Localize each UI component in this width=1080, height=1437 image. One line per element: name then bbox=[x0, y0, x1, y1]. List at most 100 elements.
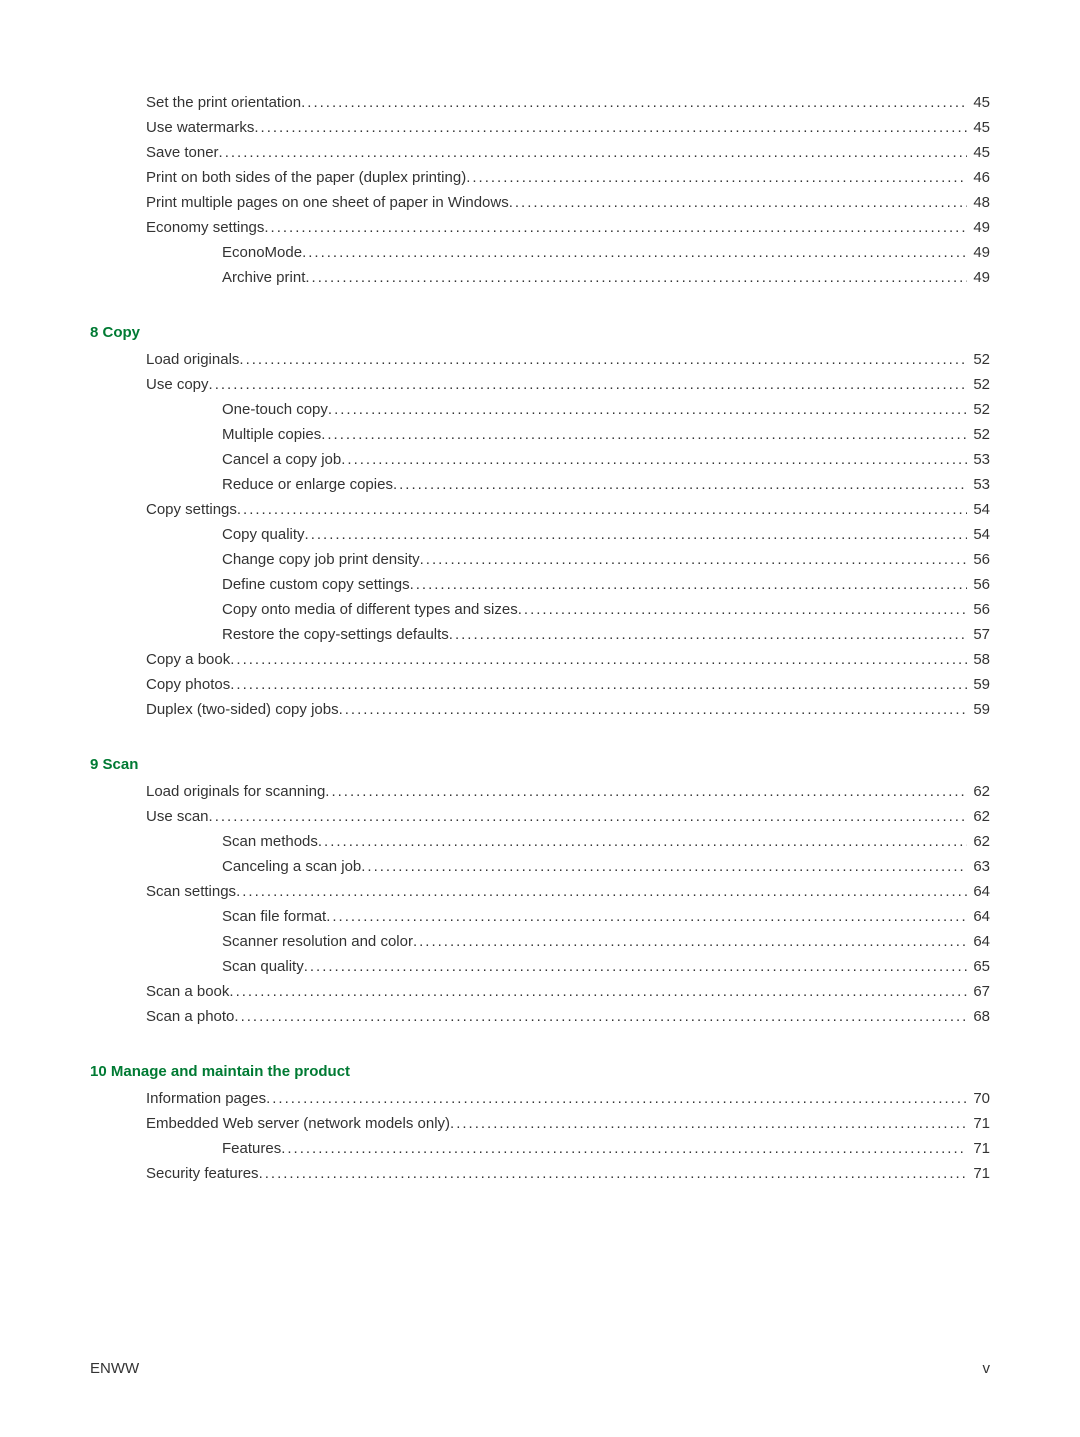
toc-entry-label: Security features bbox=[146, 1161, 259, 1186]
toc-entry-page: 52 bbox=[967, 347, 990, 372]
toc-entry-label: Copy settings bbox=[146, 497, 237, 522]
toc-entry-label: Scan a photo bbox=[146, 1004, 234, 1029]
toc-entry: Economy settings 49 bbox=[146, 215, 990, 240]
toc-entry-label: Economy settings bbox=[146, 215, 264, 240]
toc-entry-label: Canceling a scan job bbox=[222, 854, 361, 879]
toc-dot-leader bbox=[209, 804, 968, 829]
toc-entry: Save toner 45 bbox=[146, 140, 990, 165]
toc-entry-page: 52 bbox=[967, 422, 990, 447]
toc-dot-leader bbox=[393, 472, 967, 497]
toc-entry-label: Use copy bbox=[146, 372, 209, 397]
toc-entry: Multiple copies 52 bbox=[222, 422, 990, 447]
toc-entry-page: 49 bbox=[967, 240, 990, 265]
toc-entry-label: Load originals bbox=[146, 347, 239, 372]
toc-entry-label: Copy a book bbox=[146, 647, 230, 672]
toc-dot-leader bbox=[413, 929, 967, 954]
toc-dot-leader bbox=[219, 140, 968, 165]
toc-entry-label: Print multiple pages on one sheet of pap… bbox=[146, 190, 509, 215]
toc-entry-page: 65 bbox=[967, 954, 990, 979]
toc-entry-label: Information pages bbox=[146, 1086, 266, 1111]
toc-entry-label: Use scan bbox=[146, 804, 209, 829]
toc-entry: Use copy 52 bbox=[146, 372, 990, 397]
toc-dot-leader bbox=[318, 829, 967, 854]
toc-entry-page: 71 bbox=[967, 1111, 990, 1136]
toc-entry: Load originals for scanning 62 bbox=[146, 779, 990, 804]
toc-entry-page: 62 bbox=[967, 829, 990, 854]
toc-entry-label: Copy onto media of different types and s… bbox=[222, 597, 518, 622]
toc-entry-page: 52 bbox=[967, 397, 990, 422]
toc-entry-page: 64 bbox=[967, 904, 990, 929]
toc-entry: Copy quality 54 bbox=[222, 522, 990, 547]
toc-entry: Canceling a scan job 63 bbox=[222, 854, 990, 879]
toc-entry: Information pages 70 bbox=[146, 1086, 990, 1111]
page-footer: ENWW v bbox=[90, 1360, 990, 1377]
toc-entry-label: Define custom copy settings bbox=[222, 572, 410, 597]
toc-entry-label: Archive print bbox=[222, 265, 305, 290]
toc-entry: Reduce or enlarge copies 53 bbox=[222, 472, 990, 497]
toc-dot-leader bbox=[234, 1004, 967, 1029]
toc-dot-leader bbox=[236, 879, 967, 904]
toc-dot-leader bbox=[449, 622, 968, 647]
toc-entry-page: 45 bbox=[967, 90, 990, 115]
toc-dot-leader bbox=[254, 115, 967, 140]
toc-entry-label: Scan settings bbox=[146, 879, 236, 904]
toc-entry: Load originals 52 bbox=[146, 347, 990, 372]
toc-entry-page: 56 bbox=[967, 547, 990, 572]
toc-entry-label: Copy quality bbox=[222, 522, 305, 547]
toc-entry-page: 56 bbox=[967, 597, 990, 622]
toc-entry-page: 59 bbox=[967, 672, 990, 697]
toc-entry: Use watermarks 45 bbox=[146, 115, 990, 140]
toc-entry: Duplex (two-sided) copy jobs 59 bbox=[146, 697, 990, 722]
toc-entry-page: 48 bbox=[967, 190, 990, 215]
toc-entry-label: Scan methods bbox=[222, 829, 318, 854]
toc-dot-leader bbox=[450, 1111, 967, 1136]
toc-entry-page: 46 bbox=[967, 165, 990, 190]
toc-entry: EconoMode 49 bbox=[222, 240, 990, 265]
toc-entry-label: Scan file format bbox=[222, 904, 326, 929]
toc-entry-page: 63 bbox=[967, 854, 990, 879]
toc-entry-label: Change copy job print density bbox=[222, 547, 420, 572]
toc-entry-page: 54 bbox=[967, 497, 990, 522]
toc-dot-leader bbox=[281, 1136, 967, 1161]
toc-entry-page: 67 bbox=[967, 979, 990, 1004]
toc-entry: Scan quality 65 bbox=[222, 954, 990, 979]
toc-dot-leader bbox=[339, 697, 968, 722]
toc-dot-leader bbox=[326, 904, 967, 929]
toc-entry-label: Reduce or enlarge copies bbox=[222, 472, 393, 497]
toc-entry: Scan file format 64 bbox=[222, 904, 990, 929]
toc-dot-leader bbox=[304, 954, 968, 979]
toc-dot-leader bbox=[237, 497, 967, 522]
toc-dot-leader bbox=[341, 447, 967, 472]
toc-entry: Set the print orientation 45 bbox=[146, 90, 990, 115]
toc-entry-label: Duplex (two-sided) copy jobs bbox=[146, 697, 339, 722]
toc-dot-leader bbox=[361, 854, 967, 879]
toc-entry: Scanner resolution and color 64 bbox=[222, 929, 990, 954]
toc-entry-label: Features bbox=[222, 1136, 281, 1161]
toc-entry: Change copy job print density 56 bbox=[222, 547, 990, 572]
toc-entry-page: 68 bbox=[967, 1004, 990, 1029]
toc-entry: Security features 71 bbox=[146, 1161, 990, 1186]
toc-entry-label: One-touch copy bbox=[222, 397, 328, 422]
toc-dot-leader bbox=[301, 90, 967, 115]
toc-entry-page: 45 bbox=[967, 115, 990, 140]
toc-dot-leader bbox=[518, 597, 968, 622]
toc-dot-leader bbox=[321, 422, 967, 447]
toc-entry: Copy settings 54 bbox=[146, 497, 990, 522]
toc-entry-page: 62 bbox=[967, 779, 990, 804]
toc-dot-leader bbox=[209, 372, 968, 397]
toc-entry: Scan a photo 68 bbox=[146, 1004, 990, 1029]
toc-entry: Restore the copy-settings defaults 57 bbox=[222, 622, 990, 647]
toc-dot-leader bbox=[420, 547, 968, 572]
toc-entry-page: 59 bbox=[967, 697, 990, 722]
toc-entry-label: Embedded Web server (network models only… bbox=[146, 1111, 450, 1136]
toc-dot-leader bbox=[302, 240, 967, 265]
toc-dot-leader bbox=[305, 265, 967, 290]
toc-entry-label: Set the print orientation bbox=[146, 90, 301, 115]
page: Set the print orientation 45Use watermar… bbox=[0, 0, 1080, 1437]
toc-entry-label: EconoMode bbox=[222, 240, 302, 265]
toc-entry-label: Multiple copies bbox=[222, 422, 321, 447]
toc-entry-page: 71 bbox=[967, 1136, 990, 1161]
toc-entry-label: Scanner resolution and color bbox=[222, 929, 413, 954]
toc-entry-page: 64 bbox=[967, 879, 990, 904]
toc-entry-page: 53 bbox=[967, 472, 990, 497]
